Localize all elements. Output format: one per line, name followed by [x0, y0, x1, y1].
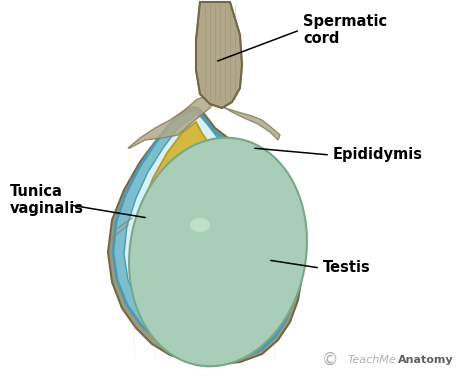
- Polygon shape: [113, 110, 298, 361]
- Polygon shape: [215, 100, 280, 140]
- Text: TeachMe: TeachMe: [348, 355, 397, 365]
- Polygon shape: [124, 114, 295, 357]
- Text: Anatomy: Anatomy: [398, 355, 454, 365]
- Text: Testis: Testis: [323, 261, 371, 276]
- Polygon shape: [196, 2, 242, 108]
- Text: Epididymis: Epididymis: [333, 147, 423, 162]
- Text: ©: ©: [322, 351, 338, 369]
- Polygon shape: [108, 107, 302, 365]
- Polygon shape: [133, 122, 285, 360]
- Text: Spermatic
cord: Spermatic cord: [303, 14, 387, 46]
- Polygon shape: [128, 96, 215, 148]
- Ellipse shape: [190, 218, 210, 232]
- Text: Tunica
vaginalis: Tunica vaginalis: [10, 184, 84, 216]
- Polygon shape: [129, 138, 307, 366]
